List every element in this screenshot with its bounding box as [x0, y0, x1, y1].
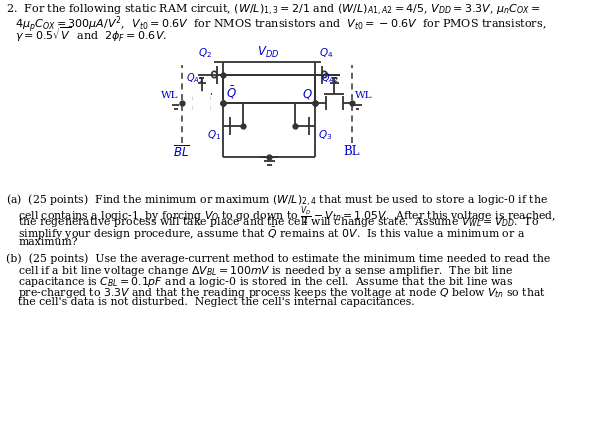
Text: the cell's data is not disturbed.  Neglect the cell's internal capacitances.: the cell's data is not disturbed. Neglec… [18, 297, 415, 307]
Text: the regenerative process will take place and the cell will change state.  Assume: the regenerative process will take place… [18, 215, 539, 229]
Text: (b)  (25 points)  Use the average-current method to estimate the minimum time ne: (b) (25 points) Use the average-current … [6, 253, 550, 264]
Text: pre-charged to $3.3V$ and that the reading process keeps the voltage at node $Q$: pre-charged to $3.3V$ and that the readi… [18, 286, 546, 300]
Text: maximum?: maximum? [18, 237, 78, 247]
Text: $Q_2$: $Q_2$ [198, 46, 212, 60]
Text: $Q_{A2}$: $Q_{A2}$ [321, 71, 339, 85]
Text: WL: WL [161, 91, 178, 99]
Text: $V_{DD}$: $V_{DD}$ [257, 45, 279, 60]
Text: cell if a bit line voltage change $\Delta V_{BL} = 100mV$ is needed by a sense a: cell if a bit line voltage change $\Delt… [18, 264, 513, 278]
Text: $\bar{Q}$: $\bar{Q}$ [226, 85, 237, 101]
Text: cell contains a logic-1, by forcing $V_Q$ to go down to $\frac{V_D}{2} - V_{tn} : cell contains a logic-1, by forcing $V_Q… [18, 204, 556, 227]
Text: $Q_{A1}$: $Q_{A1}$ [186, 71, 204, 85]
Text: capacitance is $C_{BL} = 0.1pF$ and a logic-0 is stored in the cell.  Assume tha: capacitance is $C_{BL} = 0.1pF$ and a lo… [18, 275, 513, 289]
Text: WL: WL [355, 91, 373, 99]
Text: BL: BL [343, 145, 360, 158]
Text: $Q_3$: $Q_3$ [317, 128, 332, 142]
Text: $Q_1$: $Q_1$ [207, 128, 221, 142]
Text: $Q$: $Q$ [302, 87, 313, 101]
Text: (a)  (25 points)  Find the minimum or maximum $(W/L)_{2,4}$ that must be used to: (a) (25 points) Find the minimum or maxi… [6, 193, 548, 209]
Text: 2.  For the following static RAM circuit, $(W/L)_{1,3} = 2/1$ and $(W/L)_{A1,A2}: 2. For the following static RAM circuit,… [6, 3, 540, 18]
Text: simplify your design procedure, assume that $\bar{Q}$ remains at $0V$.  Is this : simplify your design procedure, assume t… [18, 226, 526, 242]
Text: $\gamma = 0.5\sqrt{V}$  and  $2\phi_F = 0.6V$.: $\gamma = 0.5\sqrt{V}$ and $2\phi_F = 0.… [15, 25, 167, 44]
Text: $4\mu_pC_{OX} = 300\mu A/V^2$,  $V_{t0} = 0.6V$  for NMOS transistors and  $V_{t: $4\mu_pC_{OX} = 300\mu A/V^2$, $V_{t0} =… [15, 14, 546, 35]
Text: $\overline{BL}$: $\overline{BL}$ [173, 145, 190, 161]
Text: $Q_4$: $Q_4$ [319, 46, 334, 60]
